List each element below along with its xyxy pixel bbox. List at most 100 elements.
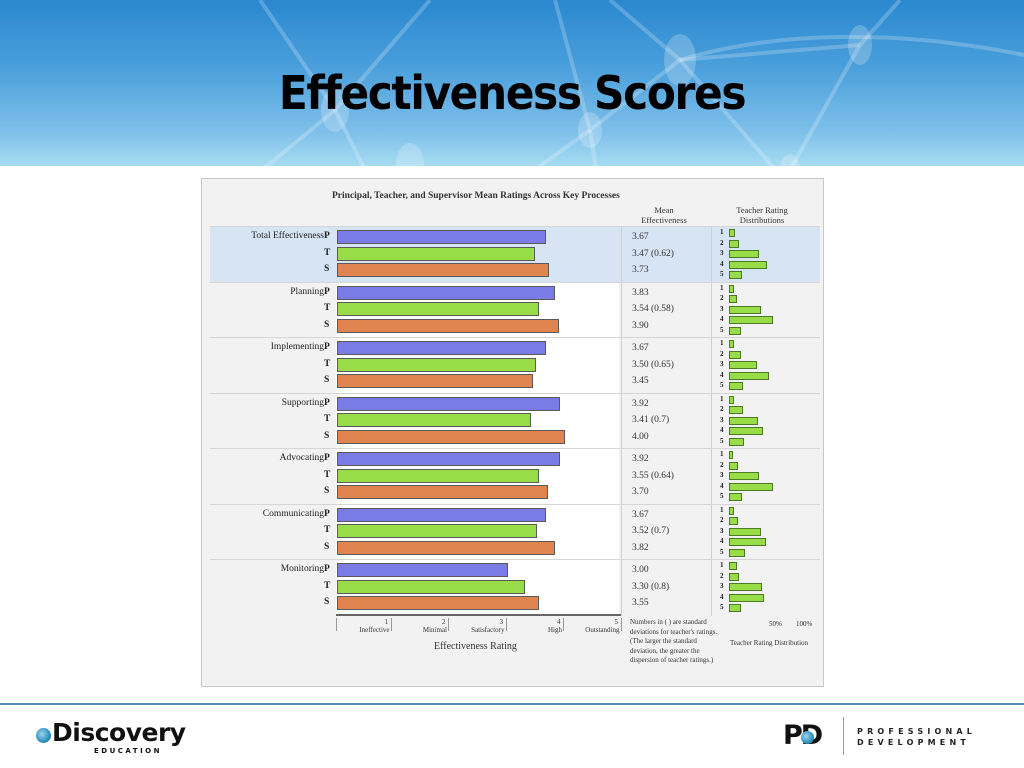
distribution-bar — [729, 604, 741, 612]
bar-supervisor — [337, 429, 565, 444]
axis-tick-label: Satisfactory — [471, 626, 505, 634]
rating-level-label: 1 — [720, 394, 724, 403]
group-label: Advocating — [279, 453, 324, 463]
teacher-distribution-cell: 1 2 3 4 5 — [711, 338, 820, 394]
rating-level-label: 2 — [720, 349, 724, 358]
distribution-bar — [729, 284, 734, 293]
rating-level-label: 1 — [720, 339, 724, 347]
rating-level-label: 3 — [720, 526, 724, 535]
bar-principal — [337, 563, 508, 577]
rating-level-label: 3 — [720, 360, 724, 368]
distribution-bar — [729, 361, 757, 369]
axis-tick — [620, 618, 622, 631]
dist-header-line1: Teacher Rating — [736, 205, 788, 215]
distribution-bar — [729, 326, 741, 335]
pd-line1: PROFESSIONAL — [857, 727, 977, 736]
teacher-distribution-cell: 1 2 3 4 5 — [711, 560, 820, 616]
distribution-bar — [729, 427, 764, 435]
x-axis-line — [336, 614, 621, 616]
rating-level-label: 5 — [720, 603, 724, 611]
distribution-bar — [729, 451, 733, 459]
distribution-bar — [729, 382, 743, 390]
rating-level-label: 2 — [720, 405, 724, 413]
group-label: Supporting — [281, 397, 324, 408]
group-label: Implementing — [270, 342, 324, 352]
chart-group: Monitoring P T S 3.00 3.30 (0.8) 3.55 1 2 3 4 5 — [210, 559, 820, 616]
bar-supervisor — [337, 318, 560, 333]
group-label: Communicating — [262, 508, 324, 519]
distribution-bar — [729, 461, 739, 470]
bar-supervisor — [337, 374, 534, 388]
axis-tick-label: High — [548, 626, 562, 634]
pd-wordmark: PROFESSIONAL DEVELOPMENT — [857, 726, 976, 748]
rating-level-label: 4 — [720, 370, 724, 379]
series-letter-p: P — [324, 231, 330, 241]
series-letter-t: T — [324, 469, 331, 480]
sd-footnote: Numbers in ( ) are standard deviations f… — [630, 618, 718, 664]
distribution-bar — [729, 517, 739, 525]
x-axis-title: Effectiveness Rating — [434, 641, 517, 652]
rating-level-label: 3 — [720, 249, 724, 257]
distribution-bar — [729, 350, 741, 359]
axis-tick-0 — [336, 618, 337, 631]
mean-header-line2: Effectiveness — [641, 215, 687, 225]
x-axis: 1 Ineffective 2 Minimal 3 Satisfactory 4 High 5 O… — [336, 614, 623, 674]
mean-value: 3.83 — [632, 287, 649, 298]
globe-icon — [36, 728, 51, 743]
mean-header-line1: Mean — [654, 205, 674, 215]
mean-effectiveness-cell: 3.83 3.54 (0.58) 3.90 — [621, 282, 711, 339]
teacher-distribution-cell: 1 2 3 4 5 — [711, 282, 820, 339]
series-letter-t: T — [324, 414, 331, 424]
mean-value: 3.50 (0.65) — [632, 359, 674, 370]
series-letter-s: S — [324, 430, 330, 441]
chart-group: Advocating P T S 3.92 3.55 (0.64) 3.70 1 2 3 4 5 — [210, 448, 820, 505]
axis-tick — [448, 618, 449, 631]
rating-level-label: 5 — [720, 492, 724, 500]
mean-value: 3.67 — [632, 343, 649, 353]
series-letter-s: S — [324, 597, 330, 607]
distribution-bar — [729, 416, 759, 425]
rating-level-label: 4 — [720, 592, 724, 601]
series-letter-s: S — [324, 264, 330, 274]
rating-level-label: 1 — [720, 228, 724, 236]
axis-tick-number: 1 — [384, 618, 389, 626]
series-letter-p: P — [324, 564, 330, 574]
mean-value: 3.55 (0.64) — [632, 470, 674, 481]
rating-level-label: 2 — [720, 516, 724, 524]
bar-principal — [337, 230, 547, 244]
mean-effectiveness-cell: 3.92 3.55 (0.64) 3.70 — [621, 449, 711, 505]
chart-group: Planning P T S 3.83 3.54 (0.58) 3.90 1 2 3 4 5 — [210, 281, 820, 339]
mean-value: 3.67 — [632, 232, 649, 242]
slide-header: Effectiveness Scores — [0, 0, 1024, 166]
group-label: Monitoring — [280, 564, 324, 574]
axis-tick-number: 4 — [557, 618, 561, 626]
distribution-header: Teacher Rating Distributions — [717, 205, 807, 225]
axis-tick-number: 3 — [499, 618, 504, 626]
ratings-chart: Principal, Teacher, and Supervisor Mean … — [201, 178, 824, 687]
bar-teacher — [337, 413, 532, 427]
bar-principal — [337, 452, 561, 466]
distribution-bar — [729, 583, 763, 591]
bar-teacher — [337, 524, 538, 538]
series-letter-t: T — [324, 580, 331, 591]
dist-header-line2: Distributions — [739, 215, 785, 225]
series-letter-p: P — [324, 342, 330, 352]
mean-effectiveness-cell: 3.00 3.30 (0.8) 3.55 — [621, 560, 711, 616]
bar-teacher — [337, 246, 535, 261]
chart-title: Principal, Teacher, and Supervisor Mean … — [332, 191, 620, 201]
series-letter-s: S — [324, 319, 330, 330]
distribution-bar — [729, 305, 762, 314]
pd-line2: DEVELOPMENT — [857, 738, 971, 747]
rating-level-label: 1 — [720, 450, 724, 458]
teacher-distribution-cell: 1 2 3 4 5 — [711, 449, 820, 505]
bar-supervisor — [337, 485, 548, 499]
bar-principal — [337, 507, 547, 522]
bar-supervisor — [337, 596, 540, 610]
mean-value: 3.00 — [632, 565, 649, 575]
rating-level-label: 3 — [720, 471, 724, 479]
axis-tick-number: 5 — [614, 618, 619, 626]
rating-level-label: 4 — [720, 426, 724, 434]
bar-principal — [337, 396, 561, 411]
series-letter-t: T — [324, 358, 331, 369]
axis-tick-number: 2 — [442, 618, 446, 626]
